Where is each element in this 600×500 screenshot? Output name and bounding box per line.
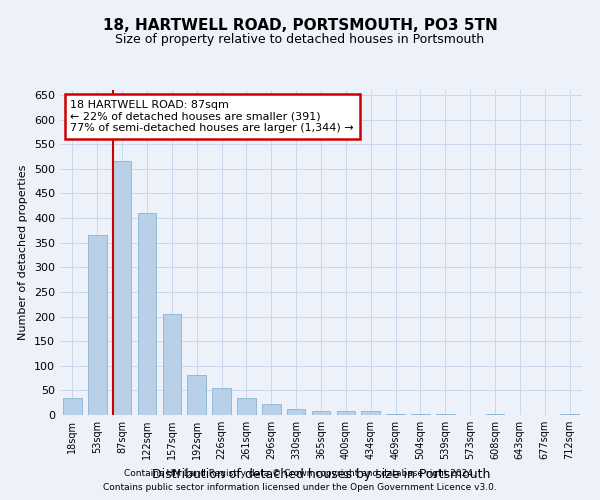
Bar [187, 374, 206, 415]
Bar [113, 162, 131, 415]
Bar [287, 409, 305, 415]
Bar [212, 388, 231, 415]
Text: Size of property relative to detached houses in Portsmouth: Size of property relative to detached ho… [115, 32, 485, 46]
Bar [436, 414, 455, 415]
Text: Contains HM Land Registry data © Crown copyright and database right 2024.: Contains HM Land Registry data © Crown c… [124, 468, 476, 477]
Bar [337, 411, 355, 415]
Bar [311, 411, 331, 415]
Bar [361, 411, 380, 415]
Bar [63, 398, 82, 415]
Text: 18, HARTWELL ROAD, PORTSMOUTH, PO3 5TN: 18, HARTWELL ROAD, PORTSMOUTH, PO3 5TN [103, 18, 497, 32]
Bar [411, 414, 430, 415]
Bar [560, 414, 579, 415]
Text: 18 HARTWELL ROAD: 87sqm
← 22% of detached houses are smaller (391)
77% of semi-d: 18 HARTWELL ROAD: 87sqm ← 22% of detache… [70, 100, 354, 133]
Bar [262, 404, 281, 415]
Bar [485, 414, 505, 415]
Bar [237, 398, 256, 415]
Bar [163, 314, 181, 415]
X-axis label: Distribution of detached houses by size in Portsmouth: Distribution of detached houses by size … [152, 468, 490, 480]
Bar [88, 236, 107, 415]
Bar [386, 414, 405, 415]
Bar [137, 213, 157, 415]
Y-axis label: Number of detached properties: Number of detached properties [19, 165, 28, 340]
Text: Contains public sector information licensed under the Open Government Licence v3: Contains public sector information licen… [103, 484, 497, 492]
